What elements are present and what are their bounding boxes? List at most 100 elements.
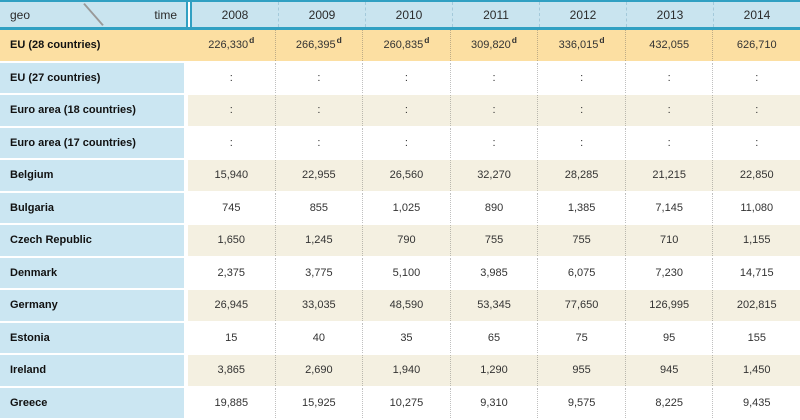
table-row: Euro area (18 countries)::::::: — [0, 95, 800, 128]
value-cell: 260,835d — [362, 30, 450, 61]
table-row: Germany 26,945 33,035 48,590 53,345 77,650 126… — [0, 290, 800, 323]
value-cell: 202,815 — [712, 290, 800, 321]
value-cell: 955 — [537, 355, 625, 386]
year-header-2010: 2010 — [365, 2, 452, 27]
year-header-2011: 2011 — [452, 2, 539, 27]
row-value-cells: 2,375 3,775 5,100 3,985 6,075 7,230 14,715 — [188, 257, 800, 288]
geo-row-label: Ireland — [0, 355, 188, 386]
geo-row-label: Bulgaria — [0, 192, 188, 223]
value-cell: 432,055 — [624, 30, 713, 61]
value-cell: 21,215 — [624, 160, 713, 191]
value-cell: : — [449, 62, 538, 93]
value-cell: 95 — [624, 322, 713, 353]
geo-row-label: Czech Republic — [0, 225, 188, 256]
geo-row-label: Euro area (18 countries) — [0, 95, 188, 126]
table-header-row: geo time 2008 2009 2010 2011 2012 2013 2014 — [0, 0, 800, 30]
row-value-cells: 745 855 1,025 890 1,385 7,145 11,080 — [188, 192, 800, 223]
value-cell: 9,435 — [712, 387, 800, 418]
value-cell: 266,395d — [274, 30, 363, 61]
value-cell: 14,715 — [712, 257, 800, 288]
year-header-2012: 2012 — [539, 2, 626, 27]
time-dimension-label: time — [154, 7, 177, 22]
table-row: Greece 19,885 15,925 10,275 9,310 9,575 8,225 9… — [0, 387, 800, 420]
value-cell: 9,310 — [449, 387, 538, 418]
table-row: Euro area (17 countries)::::::: — [0, 127, 800, 160]
value-cell: 3,865 — [217, 364, 246, 377]
value-cell: 6,075 — [537, 257, 625, 288]
value-cell: 1,940 — [362, 355, 450, 386]
value-cell: 75 — [537, 322, 625, 353]
row-value-cells: 3,865 2,690 1,940 1,290 955 945 1,450 — [188, 355, 800, 386]
value-cell: : — [712, 62, 800, 93]
definition-differs-flag: d — [336, 34, 342, 45]
value-cell: : — [624, 62, 713, 93]
table-row: Ireland 3,865 2,690 1,940 1,290 955 945 1,450 — [0, 355, 800, 388]
value-cell: 1,450 — [712, 355, 800, 386]
value-cell: 3,775 — [274, 257, 363, 288]
value-cell: 9,575 — [537, 387, 625, 418]
table-row: Belgium 15,940 22,955 26,560 32,270 28,285 21,… — [0, 160, 800, 193]
value-cell: : — [712, 127, 800, 158]
value-cell: : — [229, 71, 233, 84]
value-cell: : — [449, 127, 538, 158]
year-header-2014: 2014 — [713, 2, 800, 27]
definition-differs-flag: d — [424, 34, 430, 45]
value-cell: : — [229, 136, 233, 149]
value-cell: 790 — [362, 225, 450, 256]
value-cell: 8,225 — [624, 387, 713, 418]
geo-row-label: EU (28 countries) — [0, 30, 188, 61]
year-header-2008: 2008 — [221, 7, 249, 22]
value-cell: 10,275 — [362, 387, 450, 418]
value-cell: 710 — [624, 225, 713, 256]
geo-row-label: Estonia — [0, 322, 188, 353]
value-cell: 1,385 — [537, 192, 625, 223]
value-cell: 15 — [225, 331, 238, 344]
value-cell: 15,925 — [274, 387, 363, 418]
geo-time-corner-cell: geo time — [0, 2, 188, 27]
value-cell: 7,145 — [624, 192, 713, 223]
value-cell: 126,995 — [624, 290, 713, 321]
value-cell: : — [537, 127, 625, 158]
geo-row-label: Greece — [0, 387, 188, 418]
value-cell: 35 — [362, 322, 450, 353]
value-cell: : — [624, 127, 713, 158]
year-header-group: 2008 2009 2010 2011 2012 2013 2014 — [190, 2, 800, 27]
value-cell: 11,080 — [712, 192, 800, 223]
value-cell: 53,345 — [449, 290, 538, 321]
row-value-cells: ::::::: — [188, 95, 800, 126]
table-row: Estonia 15 40 35 65 75 95 155 — [0, 322, 800, 355]
definition-differs-flag: d — [599, 34, 605, 45]
table-row: Denmark 2,375 3,775 5,100 3,985 6,075 7,230 14,… — [0, 257, 800, 290]
row-value-cells: ::::::: — [188, 62, 800, 93]
value-cell: : — [624, 95, 713, 126]
table-row: EU (27 countries)::::::: — [0, 62, 800, 95]
value-cell: 15,940 — [214, 169, 249, 182]
value-cell: : — [274, 127, 363, 158]
year-header-2013: 2013 — [626, 2, 713, 27]
value-cell: 155 — [712, 322, 800, 353]
value-cell: 855 — [274, 192, 363, 223]
value-cell: 1,650 — [217, 234, 246, 247]
value-cell: 309,820d — [449, 30, 538, 61]
value-cell: 26,945 — [214, 299, 249, 312]
value-cell: 1,290 — [449, 355, 538, 386]
value-cell: 19,885 — [214, 396, 249, 409]
value-cell: 40 — [274, 322, 363, 353]
value-cell: : — [274, 95, 363, 126]
value-cell: 2,375 — [217, 266, 246, 279]
geo-row-label: Euro area (17 countries) — [0, 127, 188, 158]
value-cell: 2,690 — [274, 355, 363, 386]
row-value-cells: 226,330d 266,395d 260,835d 309,820d 336,015d… — [188, 30, 800, 61]
value-cell: : — [537, 95, 625, 126]
value-cell: : — [362, 127, 450, 158]
definition-differs-flag: d — [249, 34, 255, 45]
geo-row-label: EU (27 countries) — [0, 62, 188, 93]
value-cell: : — [274, 62, 363, 93]
value-cell: : — [362, 62, 450, 93]
row-value-cells: ::::::: — [188, 127, 800, 158]
definition-differs-flag: d — [511, 34, 517, 45]
row-value-cells: 15 40 35 65 75 95 155 — [188, 322, 800, 353]
value-cell: 77,650 — [537, 290, 625, 321]
value-cell: : — [362, 95, 450, 126]
diagonal-divider-line — [83, 3, 104, 26]
